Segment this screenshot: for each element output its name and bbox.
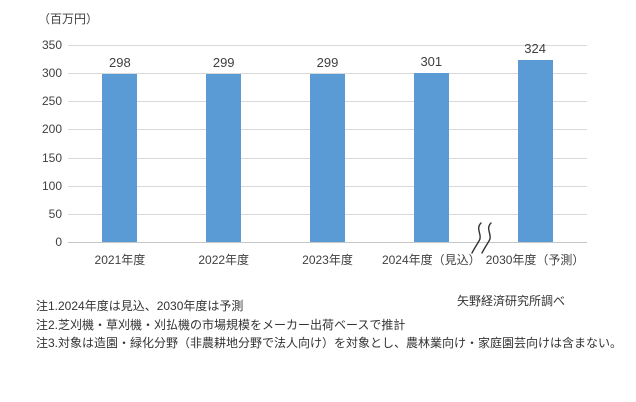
y-axis-tick-label: 300 (41, 66, 62, 81)
footnote-1: 注1.2024年度は見込、2030年度は予測 (36, 299, 244, 313)
source-credit: 矢野経済研究所調べ (456, 294, 565, 308)
x-axis-line (68, 242, 587, 243)
x-axis-tick-labels: 2021年度 2022年度 2023年度 2024年度（見込） 2030年度（予測） (68, 251, 587, 269)
x-axis-tick-label: 2021年度 (94, 253, 146, 267)
x-axis-tick-label: 2024年度（見込） (381, 253, 481, 267)
bar-value-label: 299 (316, 54, 339, 70)
chart-bar (413, 72, 449, 242)
footnote-2: 注2.芝刈機・草刈機・刈払機の市場規模をメーカー出荷ベースで推計 (36, 317, 406, 332)
y-axis-tick-labels: 0 50 100 150 200 250 300 350 (0, 38, 62, 249)
y-axis-unit-label: （百万円） (38, 12, 99, 26)
y-axis-tick-label: 200 (41, 122, 62, 137)
y-axis-tick-label: 150 (41, 150, 62, 165)
gridline (68, 45, 587, 46)
gridline (68, 73, 587, 75)
plot-area: 298 299 299 301 324 (68, 41, 587, 254)
footnote-3: 注3.対象は造園・緑化分野（非農耕地分野で法人向け）を対象とし、農林業向け・家庭… (36, 336, 623, 351)
y-axis-tick-label: 250 (41, 94, 62, 109)
chart-bar (310, 73, 345, 242)
bar-value-label: 324 (524, 40, 546, 56)
y-axis-tick-label: 350 (41, 38, 62, 52)
axis-break-icon (471, 222, 492, 254)
bar-chart: 0 50 100 150 200 250 300 350 298 299 299 301 324 (0, 38, 636, 254)
footnotes: 注1.2024年度は見込、2030年度は予測 注2.芝刈機・草刈機・刈払機の市場… (36, 297, 622, 353)
bar-value-label: 298 (109, 55, 131, 71)
y-axis-tick-label: 0 (55, 235, 62, 249)
bar-value-label: 299 (212, 54, 235, 70)
chart-bar (102, 74, 138, 242)
chart-bar (206, 73, 242, 242)
y-axis-tick-label: 100 (41, 178, 62, 193)
y-axis-tick-label: 50 (48, 206, 62, 221)
x-axis-tick-label: 2023年度 (302, 253, 353, 267)
chart-bar (517, 59, 553, 242)
bar-value-label: 301 (420, 53, 443, 69)
x-axis-tick-label: 2022年度 (198, 253, 250, 267)
x-axis-tick-label: 2030年度（予測） (485, 253, 585, 267)
